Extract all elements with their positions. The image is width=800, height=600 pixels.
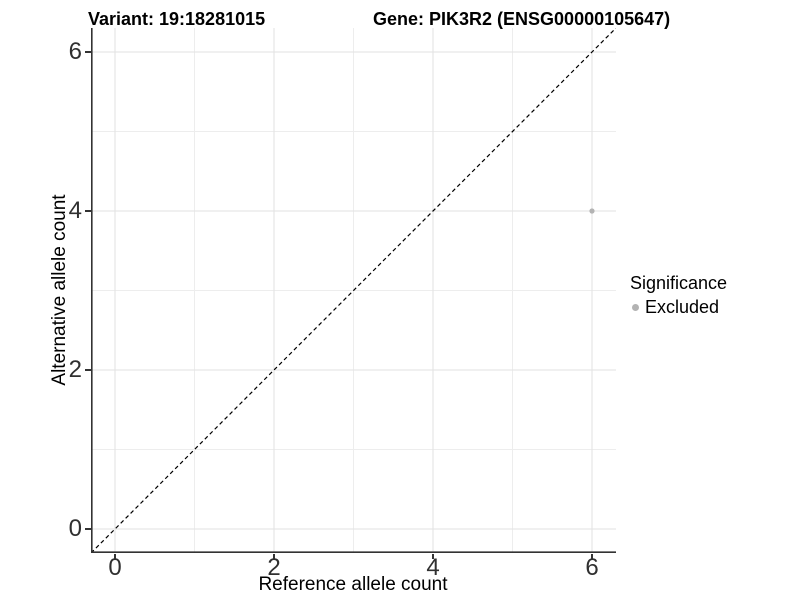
y-tick-label: 0 [68,515,82,542]
y-tick-label: 6 [68,38,82,65]
y-tick-mark [85,528,91,530]
x-tick-mark [114,553,116,559]
plot-title-variant: Variant: 19:18281015 [88,9,266,29]
y-tick-label: 2 [68,356,82,383]
plot-title-gene: Gene: PIK3R2 (ENSG00000105647) [373,9,671,29]
x-tick-label: 0 [108,554,122,581]
x-tick-label: 6 [585,554,599,581]
plot-canvas [91,28,616,553]
legend-entry-label: Excluded [645,297,720,317]
legend-key-dot-icon [632,304,639,311]
y-tick-mark [85,51,91,53]
data-point [589,208,595,214]
y-tick-mark [85,210,91,212]
x-tick-mark [432,553,434,559]
identity-line [91,28,616,553]
y-tick-label: 4 [68,197,82,224]
legend-title: Significance [630,273,728,293]
legend: Significance Excluded [630,272,727,318]
x-tick-label: 2 [267,554,281,581]
x-axis-label: Reference allele count [258,574,448,595]
legend-entry-excluded: Excluded [632,297,727,318]
x-tick-mark [591,553,593,559]
x-tick-label: 4 [426,554,440,581]
y-tick-mark [85,369,91,371]
x-tick-mark [273,553,275,559]
plot-panel [91,28,616,553]
